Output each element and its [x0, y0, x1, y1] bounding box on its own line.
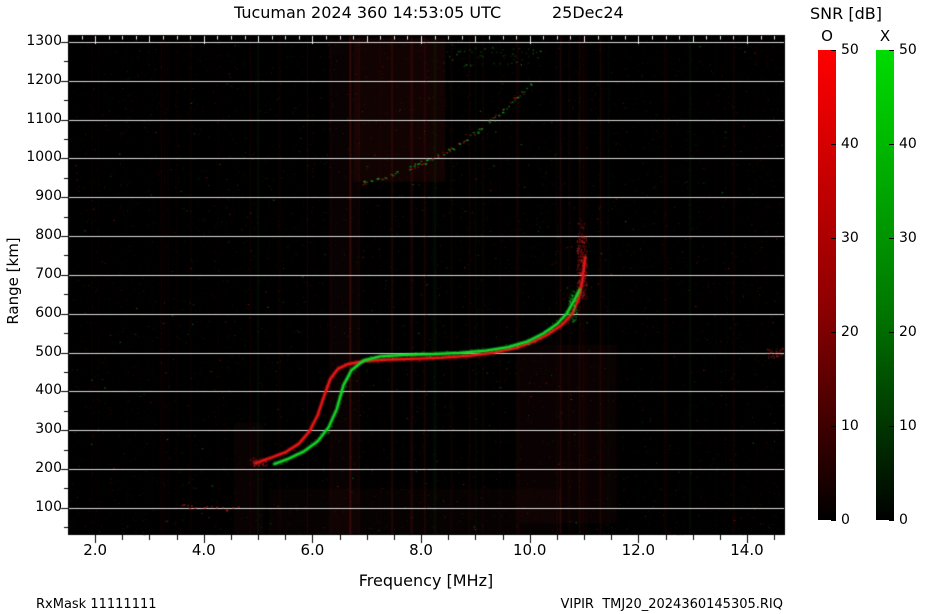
plot-date: 25Dec24	[552, 3, 624, 22]
colorbar-tick-mark	[889, 238, 894, 239]
colorbar-tick-label: 50	[899, 42, 917, 58]
y-tick-label: 200	[35, 460, 62, 476]
y-tick-label: 300	[35, 421, 62, 438]
x-axis-label: Frequency [MHz]	[358, 571, 494, 590]
y-tick-label: 1000	[26, 149, 62, 166]
colorbar-tick-mark	[889, 144, 894, 145]
colorbar-tick-label: 0	[841, 512, 850, 528]
y-tick-label: 1300	[26, 32, 62, 49]
colorbar-O-mode-label: O	[821, 27, 833, 45]
y-tick-label: 700	[35, 265, 62, 282]
colorbar-tick-label: 10	[899, 418, 917, 434]
snr-colorbar-title: SNR [dB]	[810, 4, 882, 23]
y-tick-label: 900	[35, 188, 62, 205]
y-tick-label: 1200	[26, 71, 62, 88]
colorbar-tick-mark	[831, 520, 836, 521]
x-tick-label: 10.0	[513, 541, 547, 559]
colorbar-tick-mark	[831, 50, 836, 51]
colorbar-tick-mark	[831, 426, 836, 427]
colorbar-O-gradient	[818, 50, 836, 520]
colorbar-tick-mark	[831, 238, 836, 239]
x-tick-label: 2.0	[83, 541, 108, 559]
y-tick-label: 500	[35, 343, 62, 360]
y-tick-label: 400	[35, 382, 62, 399]
colorbar-X-mode-label: X	[879, 27, 891, 45]
colorbar-tick-label: 40	[899, 136, 917, 152]
colorbar-tick-label: 30	[899, 230, 917, 246]
y-tick-label: 800	[35, 227, 62, 244]
y-tick-label: 1100	[26, 110, 62, 127]
colorbar-tick-label: 50	[841, 42, 859, 58]
colorbar-tick-label: 20	[841, 324, 859, 340]
colorbar-tick-mark	[889, 426, 894, 427]
colorbar-tick-mark	[889, 332, 894, 333]
colorbar-X-gradient	[876, 50, 894, 520]
y-tick-label: 600	[35, 304, 62, 321]
rxmask-text: RxMask 11111111	[36, 597, 157, 612]
colorbar-tick-label: 0	[899, 512, 908, 528]
colorbar-X-tick-labels: 0 10 20 30 40 50	[899, 0, 932, 614]
plot-title: Tucuman 2024 360 14:53:05 UTC	[234, 3, 502, 22]
file-name-text: VIPIR TMJ20_2024360145305.RIQ	[560, 597, 784, 612]
colorbar-tick-label: 30	[841, 230, 859, 246]
colorbar-tick-label: 20	[899, 324, 917, 340]
x-tick-label: 4.0	[191, 541, 216, 559]
colorbar-tick-mark	[889, 520, 894, 521]
x-tick-label: 8.0	[409, 541, 433, 559]
colorbar-tick-label: 10	[841, 418, 859, 434]
x-tick-label: 6.0	[300, 541, 325, 559]
colorbar-tick-mark	[831, 144, 836, 145]
x-tick-label: 12.0	[621, 541, 656, 559]
colorbar-O-tick-labels: 0 10 20 30 40 50	[841, 0, 875, 614]
colorbar-tick-mark	[831, 332, 836, 333]
colorbar-tick-label: 40	[841, 136, 859, 152]
y-tick-label: 100	[35, 498, 62, 515]
x-tick-label: 14.0	[730, 541, 764, 559]
colorbar-tick-mark	[889, 50, 894, 51]
